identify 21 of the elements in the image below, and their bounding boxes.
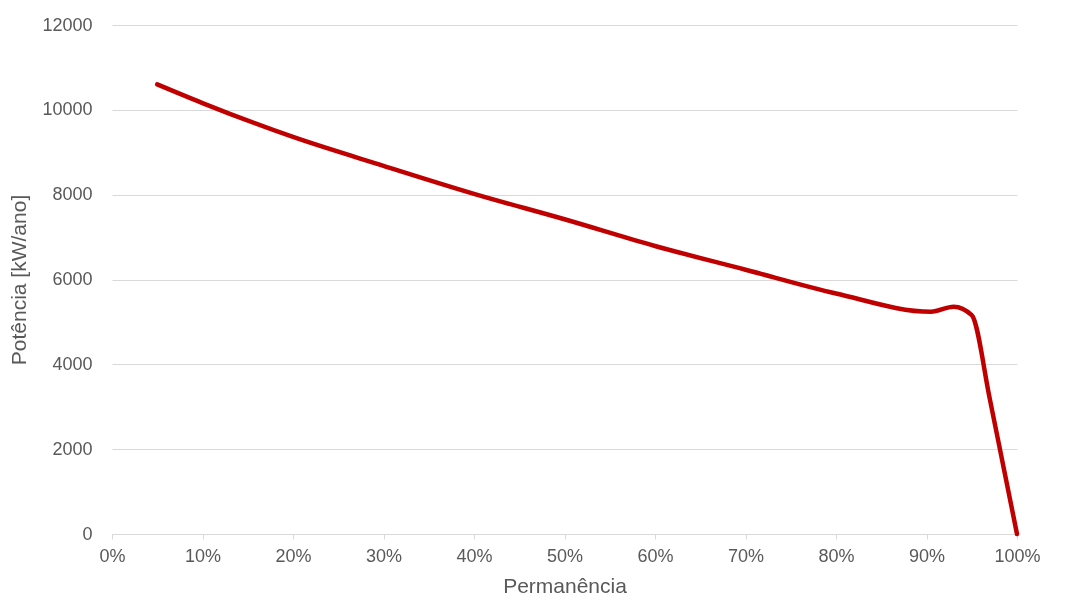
line-series [155,82,1020,537]
x-tick-label: 50% [546,545,584,566]
x-tick-label: 0% [99,545,126,566]
y-tick-label: 12000 [42,14,93,35]
y-tick-label: 2000 [52,438,93,459]
x-tick-label: 80% [818,545,855,566]
x-tick-label: 100% [994,545,1041,566]
x-tick-label: 20% [275,545,312,566]
x-tick-label: 30% [365,545,403,566]
x-tick-label: 60% [637,545,674,566]
y-tick-label: 8000 [52,184,93,205]
y-axis-title: Potência [kW/ano] [7,194,31,366]
y-tick-label: 10000 [42,99,93,120]
x-axis-title: Permanência [503,573,628,597]
y-tick-label: 6000 [52,269,93,289]
x-tick-label: 10% [184,545,222,566]
x-tick-label: 70% [727,545,765,566]
y-tick-label: 0 [82,523,93,544]
x-tick-label: 90% [908,545,946,566]
x-tick-label: 40% [456,545,493,566]
y-tick-label: 4000 [52,353,93,374]
